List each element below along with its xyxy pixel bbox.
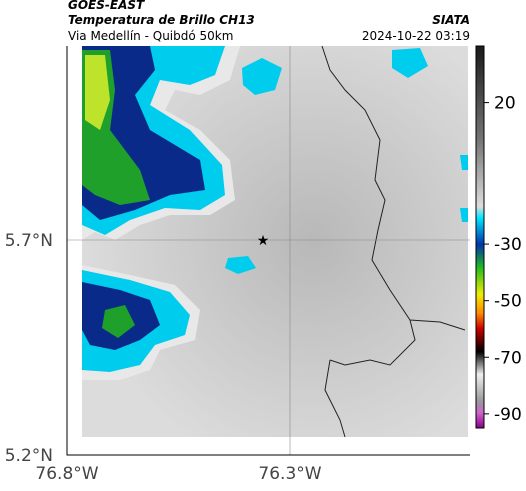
cloud5 [392, 48, 428, 78]
colorbar-tick-label: -30 [494, 235, 522, 255]
map: ★ 5.7°N 5.2°N 76.8°W 76.3°W [5, 45, 470, 484]
satellite: GOES-EAST [68, 0, 145, 12]
boundary [324, 319, 416, 438]
source: SIATA [432, 13, 470, 27]
lon-label: 76.3°W [258, 464, 321, 484]
lat-label: 5.2°N [5, 446, 53, 466]
colorbar-bar [475, 45, 485, 429]
colorbar-tick-label: 20 [494, 94, 516, 114]
lon-label: 76.8°W [35, 464, 98, 484]
lat-label: 5.7°N [5, 231, 53, 251]
product: Temperatura de Brillo CH13 [68, 13, 255, 27]
cloud4 [225, 256, 256, 274]
colorbar-tick-label: -70 [494, 348, 522, 368]
cloud2-green [102, 305, 135, 338]
cloud6 [460, 155, 468, 222]
cloud3 [242, 58, 282, 95]
location-marker: ★ [257, 233, 270, 249]
axes [66, 46, 470, 456]
colorbar-tick-label: -50 [494, 292, 522, 312]
colorbar: 20 -30 -50 -70 -90 [475, 45, 522, 429]
timestamp: 2024-10-22 03:19 [362, 29, 470, 43]
cloud-yellow [85, 55, 110, 130]
region: Via Medellín - Quibdó 50km [68, 29, 233, 43]
colorbar-tick-label: -90 [494, 405, 522, 425]
